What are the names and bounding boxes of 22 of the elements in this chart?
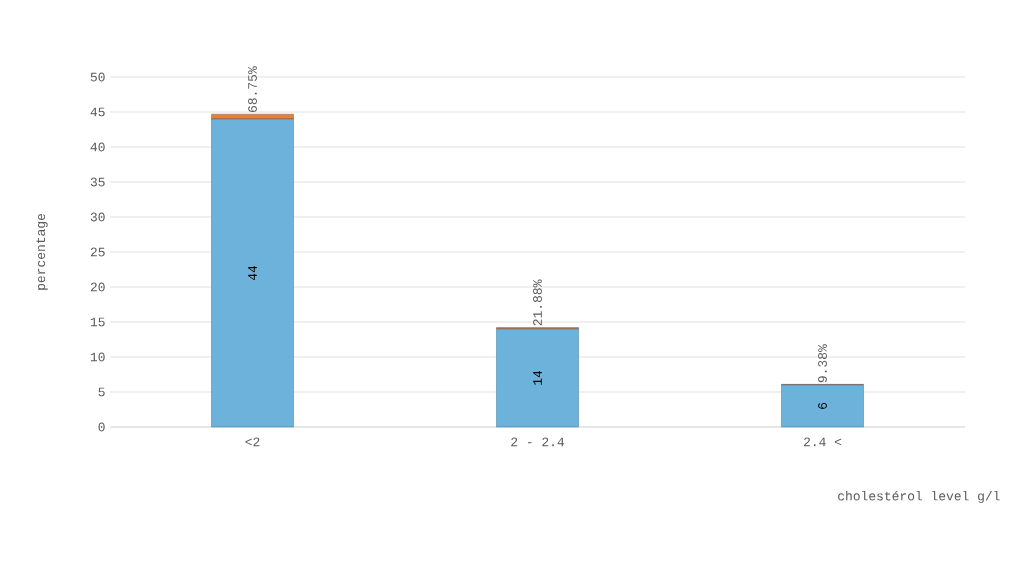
y-tick-label: 40 bbox=[90, 142, 105, 152]
x-tick-label: <2 bbox=[245, 437, 260, 447]
y-tick-label: 50 bbox=[90, 72, 105, 82]
y-tick-label: 30 bbox=[90, 212, 105, 222]
data-label: 44 bbox=[248, 265, 257, 281]
x-axis-title: cholestérol level g/l bbox=[838, 490, 1000, 504]
x-tick-label: 2.4 < bbox=[803, 437, 842, 447]
y-axis-title: percentage bbox=[36, 213, 48, 290]
y-tick-label: 20 bbox=[90, 282, 105, 292]
y-tick-label: 45 bbox=[90, 107, 105, 117]
data-label: 68.75% bbox=[248, 66, 257, 113]
data-label: 9.38% bbox=[818, 344, 827, 383]
data-label: 21.88% bbox=[533, 279, 542, 326]
y-tick-label: 10 bbox=[90, 352, 105, 362]
x-tick-label: 2 - 2.4 bbox=[511, 437, 565, 447]
y-tick-label: 25 bbox=[90, 247, 105, 257]
y-tick-label: 5 bbox=[98, 387, 105, 397]
y-tick-label: 35 bbox=[90, 177, 105, 187]
data-label: 6 bbox=[818, 402, 827, 409]
y-tick-label: 15 bbox=[90, 317, 105, 327]
data-label: 14 bbox=[533, 370, 542, 385]
y-tick-label: 0 bbox=[98, 422, 105, 432]
